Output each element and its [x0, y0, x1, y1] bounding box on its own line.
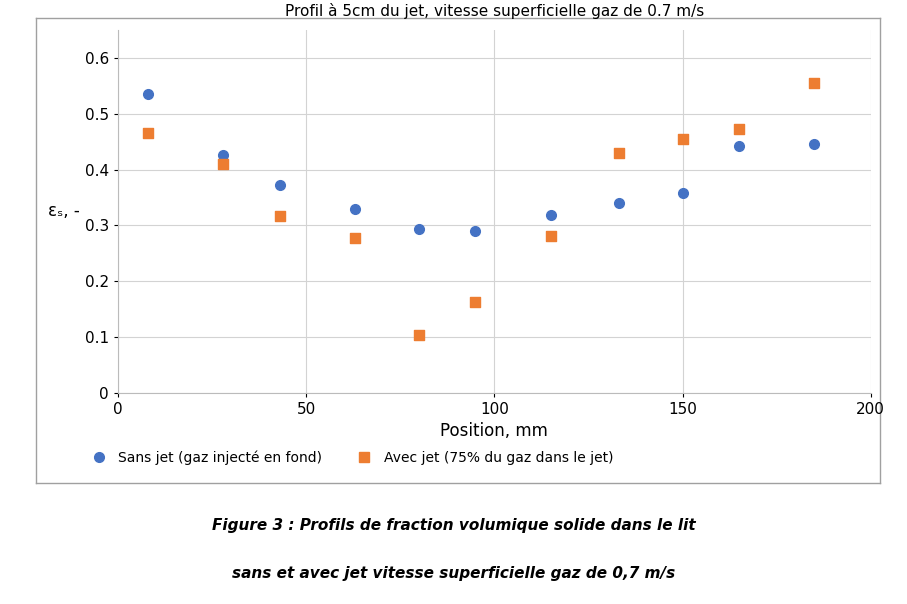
Sans jet (gaz injecté en fond) [216, 150, 230, 159]
Sans jet (gaz injecté en fond) [468, 226, 483, 236]
Sans jet (gaz injecté en fond) [675, 188, 689, 198]
Y-axis label: εₛ, -: εₛ, - [48, 202, 80, 220]
Avec jet (75% du gaz dans le jet) [611, 148, 626, 158]
Sans jet (gaz injecté en fond) [412, 225, 426, 234]
Avec jet (75% du gaz dans le jet) [732, 124, 746, 134]
Legend: Sans jet (gaz injecté en fond), Avec jet (75% du gaz dans le jet): Sans jet (gaz injecté en fond), Avec jet… [80, 445, 619, 471]
Text: sans et avec jet vitesse superficielle gaz de 0,7 m/s: sans et avec jet vitesse superficielle g… [232, 567, 675, 581]
Sans jet (gaz injecté en fond) [611, 198, 626, 208]
Avec jet (75% du gaz dans le jet) [347, 233, 362, 242]
X-axis label: Position, mm: Position, mm [441, 422, 548, 440]
Sans jet (gaz injecté en fond) [732, 141, 746, 150]
Avec jet (75% du gaz dans le jet) [216, 159, 230, 169]
Avec jet (75% du gaz dans le jet) [272, 211, 287, 221]
Sans jet (gaz injecté en fond) [347, 204, 362, 213]
Avec jet (75% du gaz dans le jet) [807, 79, 822, 88]
Sans jet (gaz injecté en fond) [141, 89, 155, 99]
Text: Figure 3 : Profils de fraction volumique solide dans le lit: Figure 3 : Profils de fraction volumique… [211, 518, 696, 533]
Avec jet (75% du gaz dans le jet) [141, 129, 155, 138]
Sans jet (gaz injecté en fond) [807, 140, 822, 149]
Avec jet (75% du gaz dans le jet) [543, 231, 558, 241]
Sans jet (gaz injecté en fond) [272, 181, 287, 190]
Title: Profil à 5cm du jet, vitesse superficielle gaz de 0.7 m/s: Profil à 5cm du jet, vitesse superficiel… [285, 3, 704, 19]
Sans jet (gaz injecté en fond) [543, 210, 558, 220]
Avec jet (75% du gaz dans le jet) [412, 330, 426, 340]
Avec jet (75% du gaz dans le jet) [468, 297, 483, 307]
Avec jet (75% du gaz dans le jet) [675, 134, 689, 144]
